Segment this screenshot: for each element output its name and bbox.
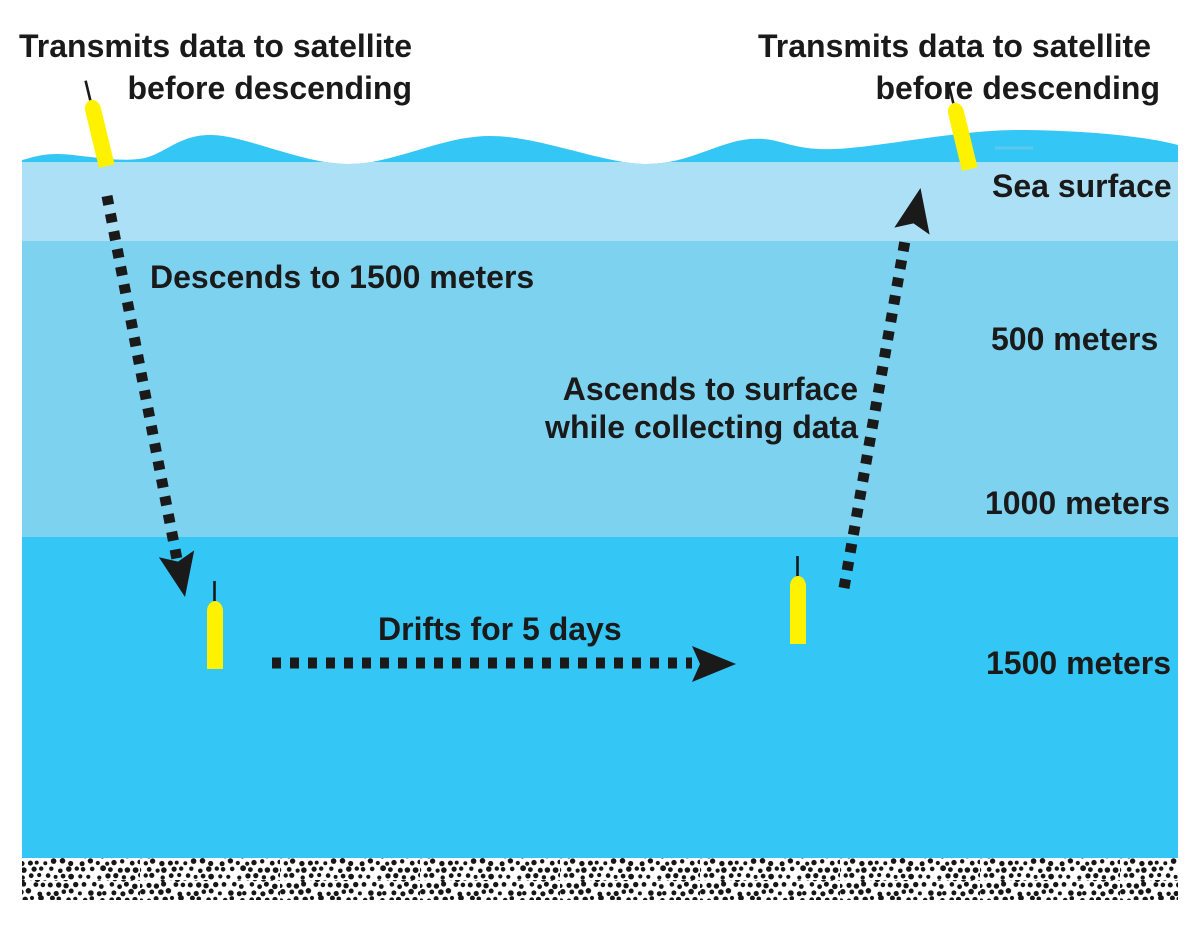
svg-text:Ascends to surface: Ascends to surface bbox=[563, 371, 858, 407]
svg-text:Sea surface: Sea surface bbox=[992, 168, 1172, 204]
svg-text:before descending: before descending bbox=[876, 70, 1161, 106]
svg-text:1000 meters: 1000 meters bbox=[985, 485, 1170, 521]
svg-text:Descends to 1500 meters: Descends to 1500 meters bbox=[150, 259, 534, 295]
svg-text:1500 meters: 1500 meters bbox=[986, 645, 1171, 681]
svg-text:Transmits data to satellite: Transmits data to satellite bbox=[758, 28, 1151, 64]
svg-text:500 meters: 500 meters bbox=[991, 321, 1158, 357]
svg-text:before descending: before descending bbox=[128, 70, 413, 106]
svg-text:Drifts for 5 days: Drifts for 5 days bbox=[378, 611, 622, 647]
svg-text:Transmits data to satellite: Transmits data to satellite bbox=[19, 28, 412, 64]
svg-text:while collecting data: while collecting data bbox=[544, 409, 858, 445]
